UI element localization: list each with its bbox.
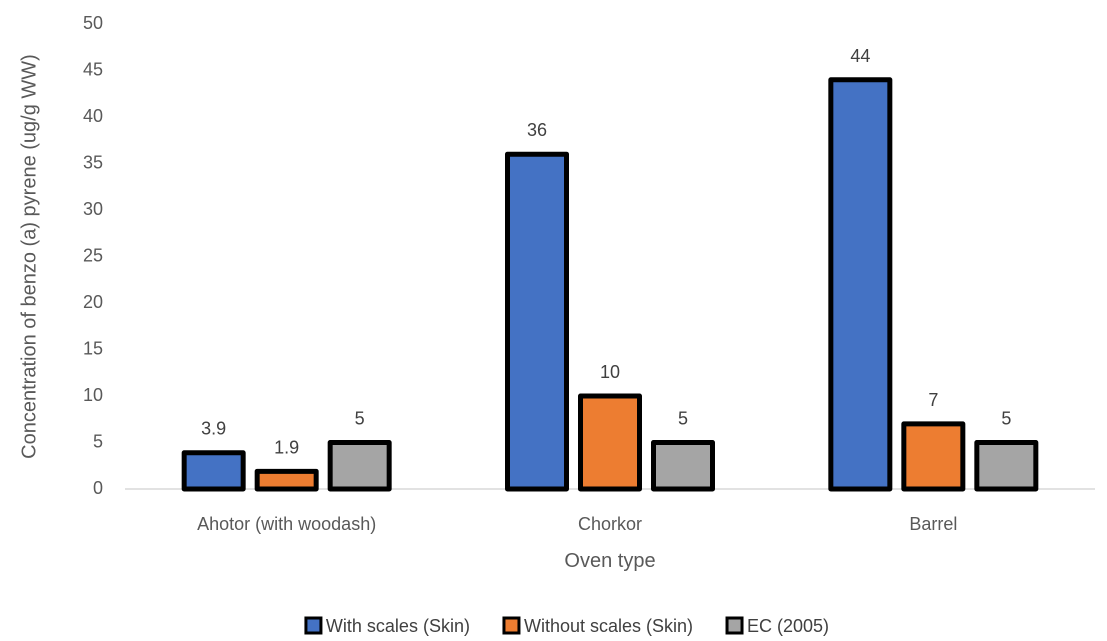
bar bbox=[505, 151, 569, 492]
y-tick-label: 45 bbox=[83, 59, 103, 79]
legend-item: With scales (Skin) bbox=[304, 616, 470, 636]
legend: With scales (Skin) Without scales (Skin) E… bbox=[304, 616, 829, 636]
bar bbox=[578, 393, 642, 492]
y-axis: 0 5 10 15 20 25 30 35 40 45 50 bbox=[83, 13, 103, 498]
legend-swatch bbox=[304, 616, 323, 635]
data-label: 7 bbox=[928, 390, 938, 410]
legend-label: With scales (Skin) bbox=[326, 616, 470, 636]
y-tick-label: 50 bbox=[83, 13, 103, 33]
plot-area: 3.9 1.9 5 36 10 5 44 7 5 bbox=[125, 46, 1095, 492]
bar bbox=[901, 421, 966, 492]
y-tick-label: 0 bbox=[93, 478, 103, 498]
legend-item: Without scales (Skin) bbox=[502, 616, 693, 636]
bar bbox=[181, 450, 246, 492]
x-tick-label: Ahotor (with woodash) bbox=[197, 514, 376, 534]
x-tick-label: Chorkor bbox=[578, 514, 642, 534]
bar bbox=[974, 440, 1039, 492]
legend-label: EC (2005) bbox=[747, 616, 829, 636]
y-tick-label: 20 bbox=[83, 292, 103, 312]
data-label: 36 bbox=[527, 120, 547, 140]
x-axis: Ahotor (with woodash) Chorkor Barrel bbox=[197, 514, 957, 534]
x-tick-label: Barrel bbox=[909, 514, 957, 534]
bar bbox=[651, 440, 715, 492]
y-tick-label: 40 bbox=[83, 106, 103, 126]
y-tick-label: 30 bbox=[83, 199, 103, 219]
data-label: 5 bbox=[1001, 409, 1011, 429]
bar bbox=[828, 77, 893, 492]
data-label: 1.9 bbox=[274, 437, 299, 457]
bar bbox=[254, 468, 319, 492]
y-tick-label: 10 bbox=[83, 385, 103, 405]
data-label: 10 bbox=[600, 362, 620, 382]
data-label: 5 bbox=[355, 409, 365, 429]
y-tick-label: 15 bbox=[83, 338, 103, 358]
data-label: 5 bbox=[678, 409, 688, 429]
bar bbox=[327, 440, 392, 492]
legend-label: Without scales (Skin) bbox=[524, 616, 693, 636]
data-label: 44 bbox=[850, 46, 870, 66]
x-axis-title: Oven type bbox=[564, 550, 655, 572]
y-tick-label: 35 bbox=[83, 152, 103, 172]
legend-swatch bbox=[502, 616, 521, 635]
data-label: 3.9 bbox=[201, 419, 226, 439]
y-axis-title: Concentration of benzo (a) pyrene (ug/g … bbox=[18, 54, 40, 459]
y-tick-label: 25 bbox=[83, 245, 103, 265]
legend-item: EC (2005) bbox=[725, 616, 829, 636]
y-tick-label: 5 bbox=[93, 431, 103, 451]
legend-swatch bbox=[725, 616, 744, 635]
